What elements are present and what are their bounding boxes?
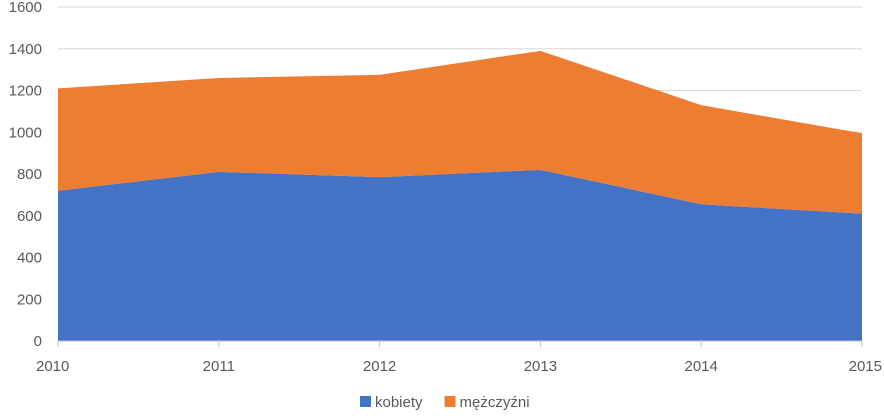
y-tick-label: 800 [17,166,42,183]
x-tick-label: 2010 [36,358,69,375]
y-tick-label: 200 [17,291,42,308]
legend-swatch-2 [444,396,456,407]
legend-label-1: kobiety [375,394,423,411]
legend-swatch-1 [360,396,371,407]
y-tick-label: 1400 [9,41,42,58]
y-tick-label: 0 [34,333,42,350]
legend: kobiety mężczyźni [360,394,530,411]
x-tick-label: 2015 [849,358,882,375]
y-tick-label: 1600 [9,0,42,16]
y-tick-label: 1200 [9,83,42,100]
axes: 0 200 400 600 800 1000 1200 1400 1600 2010 2011 201… [9,0,882,375]
area-series-2 [58,50,862,214]
area-series [58,50,862,341]
y-tick-label: 400 [17,250,42,267]
y-tick-label: 600 [17,208,42,225]
legend-label-2: mężczyźni [460,394,530,411]
x-tick-label: 2013 [524,358,557,375]
x-tick-label: 2014 [685,358,718,375]
x-tick-label: 2012 [363,358,396,375]
area-series-1 [58,169,862,341]
x-tick-label: 2011 [203,358,235,375]
y-tick-label: 1000 [9,124,42,141]
